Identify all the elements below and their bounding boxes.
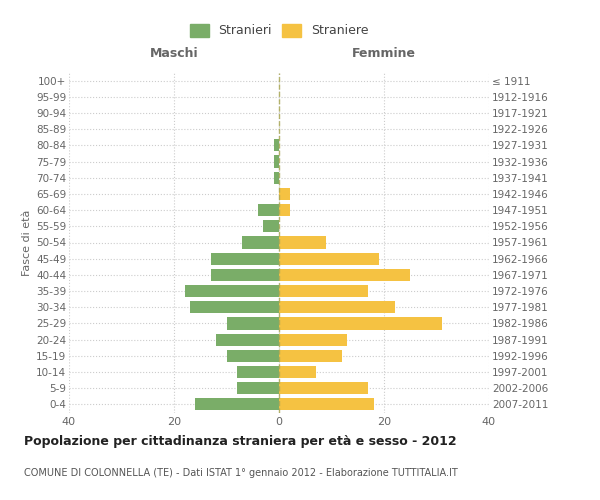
Text: Maschi: Maschi [149,46,199,60]
Bar [279,188,290,200]
Bar [216,334,279,345]
Bar [242,236,279,248]
Bar [279,334,347,345]
Legend: Stranieri, Straniere: Stranieri, Straniere [184,18,374,44]
Bar [279,204,290,216]
Bar [195,398,279,410]
Bar [237,366,279,378]
Y-axis label: Fasce di età: Fasce di età [22,210,32,276]
Bar [274,156,279,168]
Bar [190,301,279,314]
Bar [279,236,326,248]
Bar [279,318,442,330]
Bar [211,252,279,265]
Bar [185,285,279,297]
Text: Femmine: Femmine [352,46,416,60]
Text: COMUNE DI COLONNELLA (TE) - Dati ISTAT 1° gennaio 2012 - Elaborazione TUTTITALIA: COMUNE DI COLONNELLA (TE) - Dati ISTAT 1… [24,468,458,477]
Bar [279,301,395,314]
Bar [227,350,279,362]
Bar [279,252,379,265]
Bar [279,285,368,297]
Bar [279,350,342,362]
Bar [263,220,279,232]
Bar [274,172,279,184]
Bar [237,382,279,394]
Bar [211,269,279,281]
Bar [279,382,368,394]
Bar [227,318,279,330]
Text: Popolazione per cittadinanza straniera per età e sesso - 2012: Popolazione per cittadinanza straniera p… [24,435,457,448]
Bar [279,269,410,281]
Bar [274,140,279,151]
Bar [258,204,279,216]
Bar [279,398,373,410]
Bar [279,366,316,378]
